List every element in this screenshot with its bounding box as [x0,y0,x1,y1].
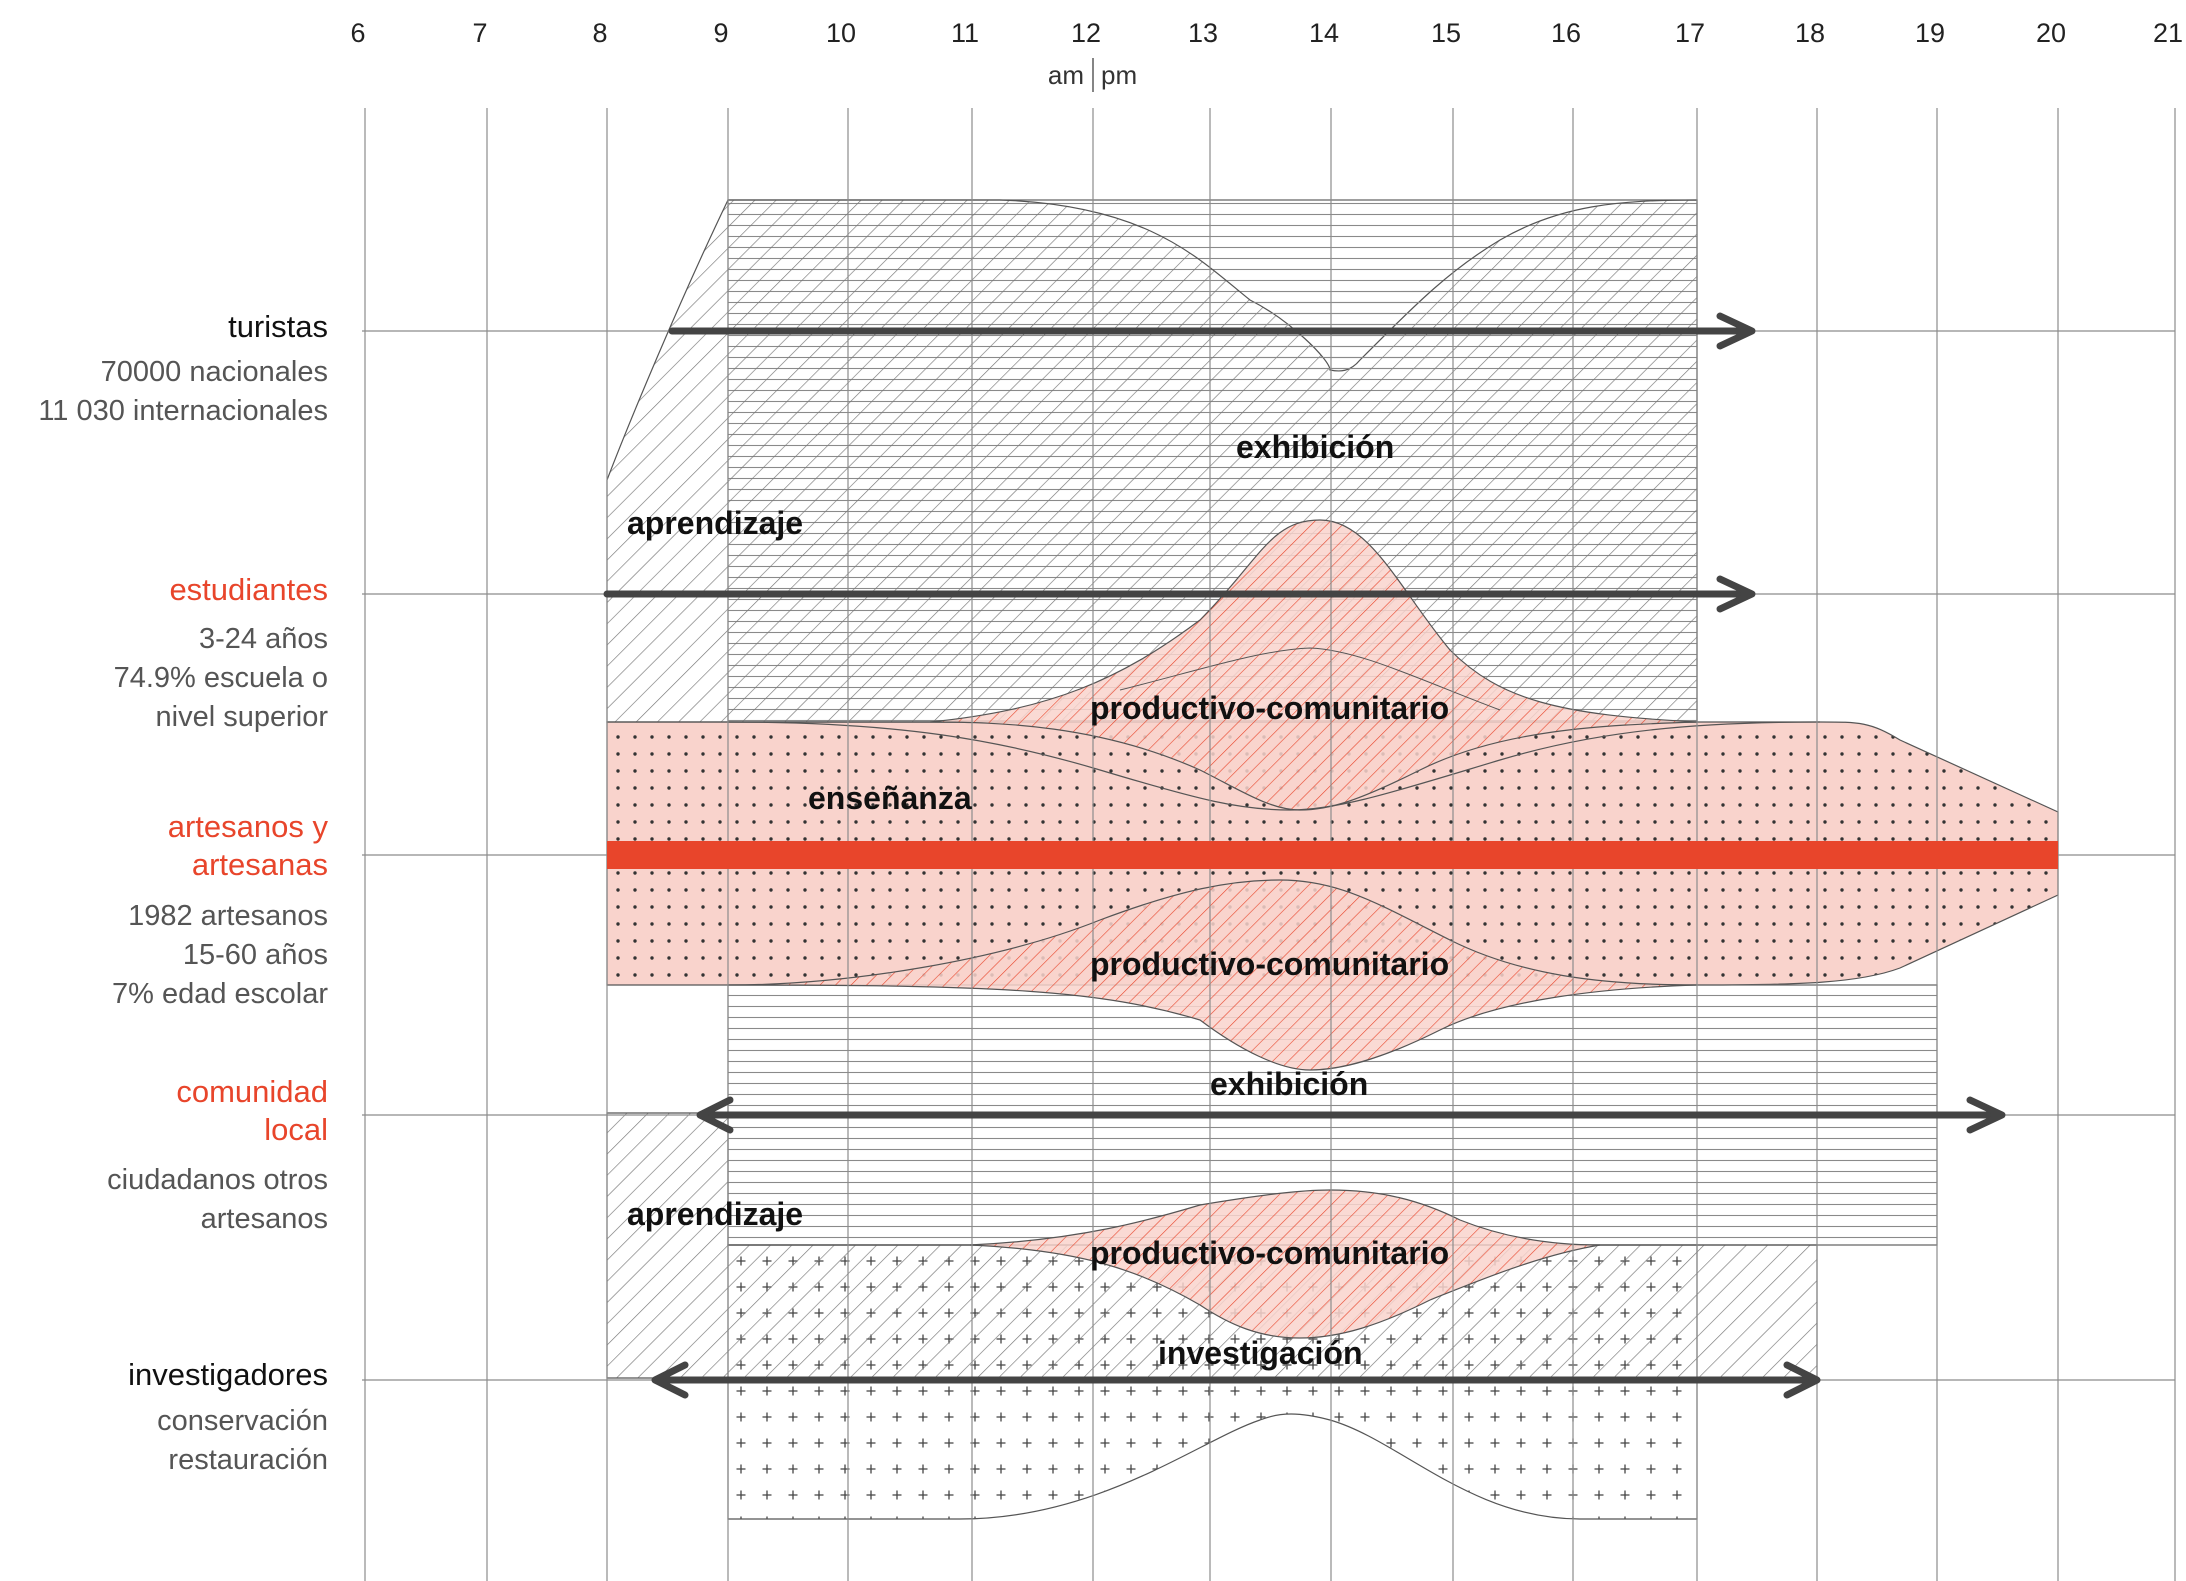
group-line: nivel superior [155,701,328,733]
group-line: 7% edad escolar [111,978,328,1010]
productivo-upper-area [929,519,1698,811]
group-title-artesanos-line: artesanos y [167,809,328,844]
label-exhibicion-upper: exhibición [1236,429,1394,465]
comunidad-arrow [696,1096,2006,1134]
group-line: restauración [168,1444,328,1476]
turistas-arrow [668,312,1756,350]
group-title-artesanos-line: artesanas [191,847,328,882]
turistas-aprendizaje-area [606,199,1698,723]
group-title-comunidad-line: comunidad [176,1074,328,1109]
label-productivo-lower: productivo-comunitario [1090,1235,1449,1271]
hour-label: 16 [1551,18,1581,48]
ensenanza-outline [727,721,1821,811]
hour-label: 15 [1431,18,1461,48]
hour-label: 10 [826,18,856,48]
label-aprendizaje-upper: aprendizaje [627,505,803,541]
hour-label: 7 [472,18,487,48]
group-line: ciudadanos otros [107,1164,328,1196]
artesanos-red-bar [607,841,2058,869]
group-line: artesanos [200,1203,328,1235]
label-productivo-upper: productivo-comunitario [1090,690,1449,726]
group-line: 70000 nacionales [100,356,328,388]
label-productivo-middle: productivo-comunitario [1090,946,1449,982]
hour-label: 19 [1915,18,1945,48]
investigadores-arrow [651,1361,1821,1399]
hour-label: 11 [951,18,979,48]
hour-label: 18 [1795,18,1825,48]
group-line: 15-60 años [182,939,328,971]
group-title-turistas: turistas [228,309,328,344]
group-line: 3-24 años [199,623,328,655]
hour-label: 21 [2153,18,2183,48]
group-title-estudiantes: estudiantes [169,572,328,607]
label-investigacion: investigación [1158,1335,1363,1371]
productivo-lower-area [969,1189,1601,1339]
group-line: 11 030 internacionales [38,395,328,427]
label-aprendizaje-lower: aprendizaje [627,1196,803,1232]
hour-label: 13 [1188,18,1218,48]
group-line: conservación [157,1405,328,1437]
am-label: am [1048,60,1084,90]
hour-label: 20 [2036,18,2066,48]
hour-label: 9 [713,18,728,48]
label-ensenanza: enseñanza [808,780,972,816]
group-title-comunidad-line: local [264,1112,328,1147]
group-line: 1982 artesanos [128,900,328,932]
group-title-investigadores: investigadores [128,1357,328,1392]
hour-label: 6 [350,18,365,48]
hour-label: 8 [592,18,607,48]
hour-label: 12 [1071,18,1101,48]
hour-axis: 6 7 8 9 10 11 12 13 14 15 16 17 18 19 20 21 [350,18,2183,48]
group-line: 74.9% escuela o [113,662,328,694]
estudiantes-arrow [603,575,1756,613]
label-exhibicion-lower: exhibición [1210,1066,1368,1102]
hour-label: 17 [1675,18,1705,48]
pm-label: pm [1101,60,1137,90]
hour-label: 14 [1309,18,1339,48]
